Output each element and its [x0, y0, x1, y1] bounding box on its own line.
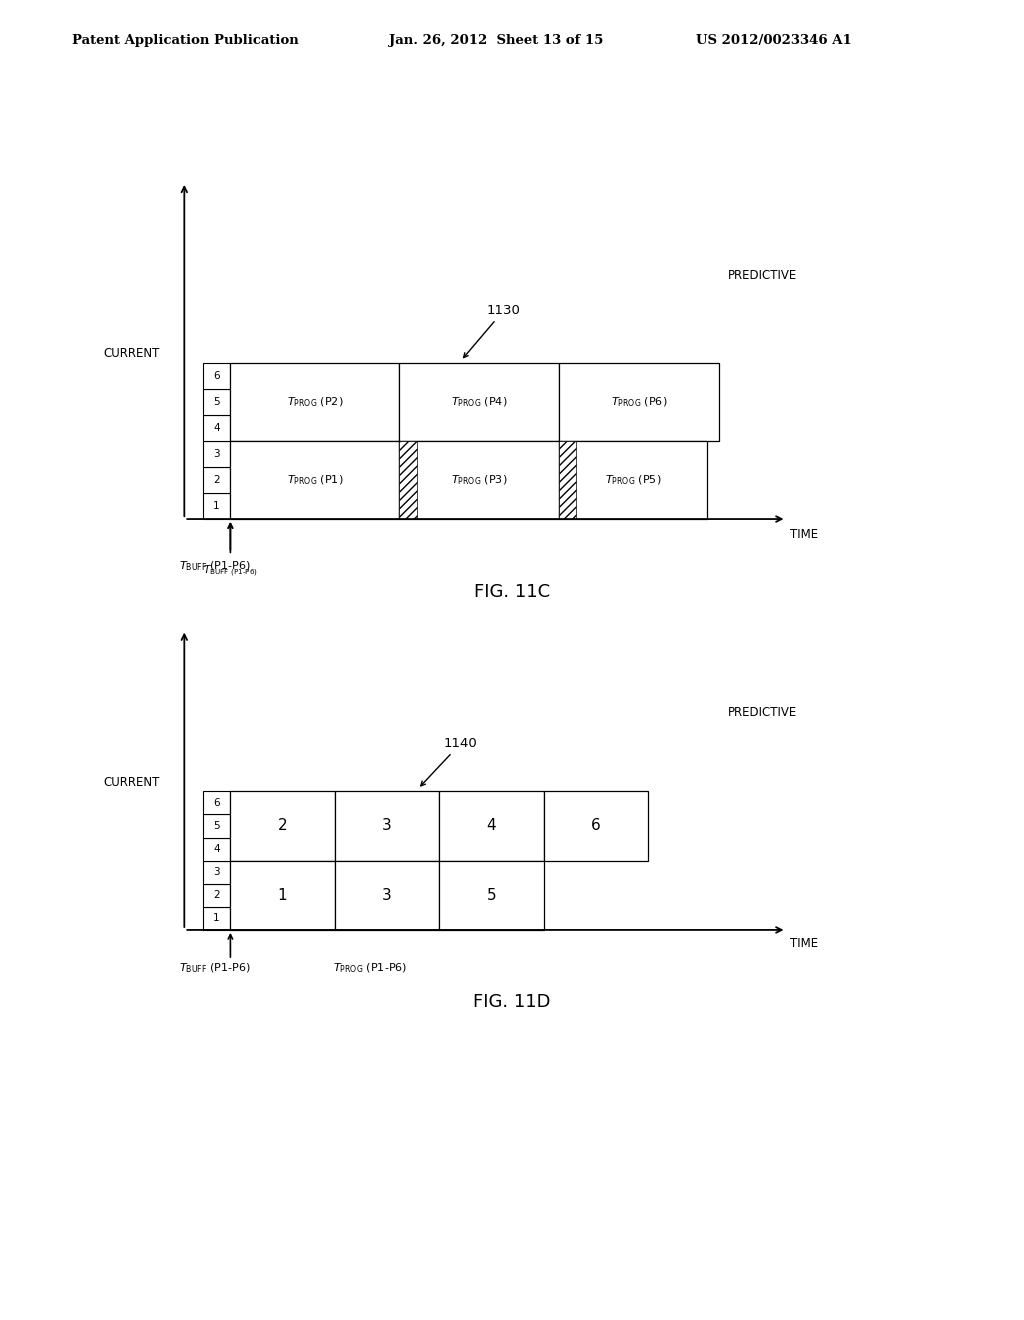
Bar — [203, 389, 230, 416]
Text: 1: 1 — [213, 913, 220, 924]
Bar — [559, 363, 719, 441]
Text: TIME: TIME — [790, 528, 817, 541]
Text: $\mathit{T}_{\rm PROG}$ (P2): $\mathit{T}_{\rm PROG}$ (P2) — [287, 396, 343, 409]
Text: FIG. 11D: FIG. 11D — [473, 993, 551, 1011]
Bar — [559, 441, 577, 519]
Text: $T_{\mathsf{PROG}}$ (P1-P6): $T_{\mathsf{PROG}}$ (P1-P6) — [333, 961, 408, 974]
Bar — [203, 363, 230, 389]
Text: PREDICTIVE: PREDICTIVE — [728, 706, 798, 719]
Bar — [203, 838, 230, 861]
Bar — [399, 441, 417, 519]
Text: $T_{\mathsf{BUFF}}$ (P1-P6): $T_{\mathsf{BUFF}}$ (P1-P6) — [179, 560, 251, 573]
Bar — [230, 363, 399, 441]
Text: 5: 5 — [486, 888, 497, 903]
Text: 5: 5 — [213, 397, 220, 408]
Bar — [203, 416, 230, 441]
Bar — [399, 363, 559, 441]
Text: PREDICTIVE: PREDICTIVE — [728, 269, 798, 281]
Text: US 2012/0023346 A1: US 2012/0023346 A1 — [696, 34, 852, 48]
Text: $\mathit{T}_{\rm PROG}$ (P1): $\mathit{T}_{\rm PROG}$ (P1) — [287, 474, 343, 487]
Text: 1130: 1130 — [464, 304, 521, 358]
Text: 6: 6 — [213, 371, 220, 381]
Bar — [203, 884, 230, 907]
Text: 2: 2 — [213, 890, 220, 900]
Text: 4: 4 — [213, 843, 220, 854]
Bar — [203, 861, 230, 884]
Bar — [335, 861, 439, 929]
Text: CURRENT: CURRENT — [103, 347, 160, 359]
Text: 3: 3 — [382, 888, 392, 903]
Bar — [399, 441, 559, 519]
Text: $\mathit{T}_{\rm PROG}$ (P4): $\mathit{T}_{\rm PROG}$ (P4) — [451, 396, 508, 409]
Text: 3: 3 — [382, 818, 392, 833]
Text: 4: 4 — [213, 424, 220, 433]
Text: 6: 6 — [591, 818, 601, 833]
Bar — [203, 792, 230, 814]
Bar — [230, 861, 335, 929]
Bar — [335, 792, 439, 861]
Text: $\mathit{T}_{\rm PROG}$ (P6): $\mathit{T}_{\rm PROG}$ (P6) — [610, 396, 668, 409]
Text: 5: 5 — [213, 821, 220, 832]
Bar — [203, 814, 230, 838]
Text: 1: 1 — [278, 888, 288, 903]
Text: 3: 3 — [213, 867, 220, 878]
Text: 3: 3 — [213, 449, 220, 459]
Bar — [439, 861, 544, 929]
Text: 6: 6 — [213, 797, 220, 808]
Text: Patent Application Publication: Patent Application Publication — [72, 34, 298, 48]
Bar — [203, 441, 230, 467]
Text: 2: 2 — [278, 818, 288, 833]
Bar — [230, 441, 399, 519]
Bar — [203, 467, 230, 494]
Bar — [230, 792, 335, 861]
Bar — [544, 792, 648, 861]
Bar — [559, 441, 707, 519]
Text: $T_{\mathsf{BUFF}}$ (P1-P6): $T_{\mathsf{BUFF}}$ (P1-P6) — [179, 961, 251, 974]
Bar — [203, 907, 230, 929]
Text: $T_{\sf BUFF\ (P1\text{-}P6)}$: $T_{\sf BUFF\ (P1\text{-}P6)}$ — [203, 564, 258, 578]
Text: TIME: TIME — [790, 937, 817, 950]
Bar — [439, 792, 544, 861]
Text: $\mathit{T}_{\rm PROG}$ (P3): $\mathit{T}_{\rm PROG}$ (P3) — [451, 474, 508, 487]
Text: 1140: 1140 — [421, 737, 477, 785]
Text: 2: 2 — [213, 475, 220, 486]
Text: 1: 1 — [213, 502, 220, 511]
Text: CURRENT: CURRENT — [103, 776, 160, 788]
Bar — [203, 494, 230, 519]
Text: FIG. 11C: FIG. 11C — [474, 583, 550, 602]
Text: Jan. 26, 2012  Sheet 13 of 15: Jan. 26, 2012 Sheet 13 of 15 — [389, 34, 603, 48]
Text: $\mathit{T}_{\rm PROG}$ (P5): $\mathit{T}_{\rm PROG}$ (P5) — [604, 474, 662, 487]
Text: 4: 4 — [486, 818, 497, 833]
